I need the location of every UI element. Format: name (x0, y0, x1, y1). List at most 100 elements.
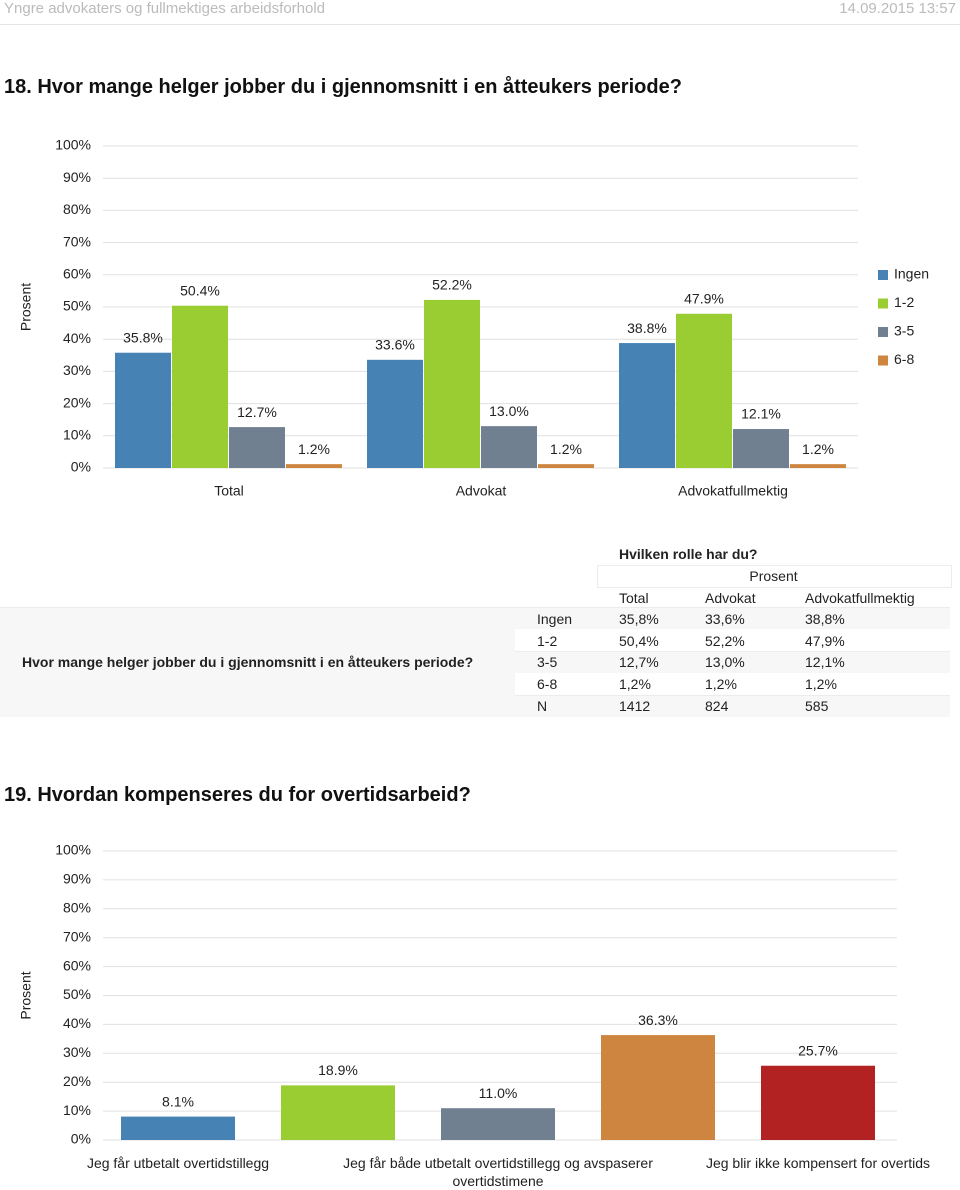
legend-swatch (878, 270, 888, 280)
value-label: 38.8% (627, 320, 667, 336)
value-label: 12.1% (741, 406, 781, 422)
x-tick-label: Jeg får utbetalt overtidstillegg (86, 1155, 270, 1171)
x-tick-label: Advokat (456, 483, 507, 499)
y-tick-label: 50% (63, 298, 91, 314)
bar (676, 313, 732, 468)
value-label: 52.2% (432, 277, 472, 293)
table-group: Prosent (749, 568, 798, 584)
legend-label: 3-5 (894, 323, 914, 339)
question-heading: 19. Hvordan kompenseres du for overtidsa… (4, 784, 471, 806)
value-label: 35.8% (123, 329, 163, 345)
table-group-row (597, 565, 952, 588)
table-row-bg (0, 607, 950, 629)
y-tick-label: 60% (63, 266, 91, 282)
y-tick-label: 30% (63, 362, 91, 378)
y-tick-label: 100% (55, 842, 91, 858)
bar (538, 464, 594, 468)
table-row-label: 3-5 (537, 654, 558, 671)
table-cell: 824 (705, 697, 729, 714)
table-cell: 47,9% (805, 632, 845, 649)
table-row-label: Ingen (537, 611, 573, 627)
legend-label: 6-8 (894, 351, 914, 367)
value-label: 50.4% (180, 282, 220, 298)
bar (281, 1085, 395, 1140)
bar (121, 1116, 235, 1140)
bar (441, 1108, 555, 1140)
y-tick-label: 20% (63, 394, 91, 410)
value-label: 12.7% (237, 404, 277, 420)
bar (286, 464, 342, 468)
table-row-label: 1-2 (537, 632, 558, 649)
bar (172, 305, 228, 468)
bar (601, 1035, 715, 1140)
table-title: Hvilken rolle har du? (619, 546, 758, 562)
value-label: 18.9% (318, 1062, 358, 1078)
bar (424, 299, 480, 468)
table-cell: 50,4% (619, 632, 659, 649)
legend-swatch (878, 355, 888, 366)
table-cell: 1,2% (705, 676, 737, 693)
y-tick-label: 10% (63, 1102, 91, 1118)
table-column-header: Advokatfullmektig (805, 590, 915, 606)
y-tick-label: 90% (63, 871, 91, 887)
value-label: 1.2% (802, 441, 834, 457)
value-label: 13.0% (489, 403, 529, 419)
legend-swatch (878, 298, 888, 309)
bar (619, 343, 675, 468)
y-tick-label: 80% (63, 900, 91, 916)
table-row-bg (0, 628, 515, 716)
table-cell: 35,8% (619, 611, 659, 627)
table-cell: 52,2% (705, 632, 745, 649)
y-tick-label: 70% (63, 233, 91, 249)
bar (790, 464, 846, 468)
value-label: 47.9% (684, 290, 724, 306)
table-cell: 585 (805, 697, 829, 714)
y-tick-label: 50% (63, 986, 91, 1002)
table-cell: 1,2% (805, 676, 837, 693)
legend-swatch (878, 327, 888, 337)
bar (761, 1065, 875, 1140)
header-timestamp: 14.09.2015 13:57 (839, 0, 956, 17)
legend-label: 1-2 (894, 294, 914, 310)
x-tick-label: Jeg får både utbetalt overtidstillegg og… (343, 1155, 653, 1189)
table-cell: 33,6% (705, 611, 745, 627)
value-label: 11.0% (479, 1085, 518, 1101)
y-tick-label: 40% (63, 1015, 91, 1031)
table-cell: 13,0% (705, 654, 745, 671)
y-tick-label: 30% (63, 1044, 91, 1060)
y-tick-label: 20% (63, 1073, 91, 1089)
y-tick-label: 0% (71, 1131, 91, 1147)
table-question: Hvor mange helger jobber du i gjennomsni… (22, 654, 474, 670)
bar (115, 352, 171, 468)
bar (481, 426, 537, 468)
value-label: 8.1% (162, 1093, 194, 1109)
y-tick-label: 70% (63, 928, 91, 944)
value-label: 1.2% (550, 441, 582, 457)
header-title: Yngre advokaters og fullmektiges arbeids… (4, 0, 326, 17)
table-cell: 12,1% (805, 654, 845, 671)
y-tick-label: 0% (71, 459, 91, 475)
value-label: 1.2% (298, 441, 330, 457)
bar (367, 359, 423, 468)
y-tick-label: 80% (63, 201, 91, 217)
table-cell: 1412 (619, 697, 651, 714)
x-tick-label: Jeg blir ikke kompensert for overtids (705, 1155, 931, 1171)
y-tick-label: 10% (63, 427, 91, 443)
table-cell: 12,7% (619, 654, 659, 671)
table-column-header: Total (619, 590, 649, 606)
header-rule (0, 24, 960, 25)
y-tick-label: 90% (63, 169, 91, 185)
y-axis-label: Prosent (18, 283, 34, 331)
table-cell: 38,8% (805, 611, 845, 627)
bar (733, 429, 789, 468)
table-cell: 1,2% (619, 676, 651, 693)
value-label: 36.3% (638, 1012, 678, 1028)
x-tick-label: Total (214, 483, 244, 499)
bar (229, 427, 285, 468)
value-label: 25.7% (798, 1042, 838, 1058)
table-row-label: 6-8 (537, 676, 558, 693)
value-label: 33.6% (375, 337, 415, 353)
x-tick-label: Advokatfullmektig (678, 483, 788, 499)
